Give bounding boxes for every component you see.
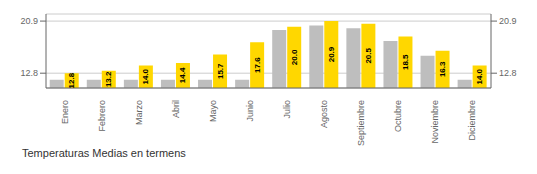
svg-text:16.3: 16.3	[438, 61, 447, 77]
svg-text:Septiembre: Septiembre	[356, 100, 366, 146]
svg-text:Agosto: Agosto	[319, 100, 329, 128]
svg-text:20.0: 20.0	[290, 49, 299, 65]
svg-text:Diciembre: Diciembre	[467, 100, 477, 141]
svg-text:Marzo: Marzo	[134, 100, 144, 125]
html-text:Temperaturas Medias en termens: Temperaturas Medias en termens	[22, 147, 186, 159]
svg-text:Julio: Julio	[282, 100, 292, 119]
svg-text:12.8: 12.8	[67, 72, 76, 88]
svg-text:17.6: 17.6	[253, 57, 262, 73]
svg-text:Noviembre: Noviembre	[430, 100, 440, 144]
svg-text:20.5: 20.5	[364, 47, 373, 63]
svg-text:18.5: 18.5	[401, 54, 410, 70]
svg-text:20.9: 20.9	[327, 46, 336, 62]
svg-text:Octubre: Octubre	[393, 100, 403, 132]
svg-text:Mayo: Mayo	[208, 100, 218, 122]
svg-text:Enero: Enero	[60, 100, 70, 124]
svg-text:14.0: 14.0	[475, 68, 484, 84]
svg-text:13.2: 13.2	[104, 71, 113, 87]
svg-text:12.8: 12.8	[20, 68, 38, 78]
svg-text:Junio: Junio	[245, 100, 255, 122]
svg-text:14.0: 14.0	[141, 68, 150, 84]
svg-text:15.7: 15.7	[216, 63, 225, 79]
svg-text:14.4: 14.4	[178, 67, 187, 83]
svg-text:Febrero: Febrero	[97, 100, 107, 132]
svg-text:20.9: 20.9	[20, 16, 38, 26]
svg-text:12.8: 12.8	[499, 68, 517, 78]
svg-text:20.9: 20.9	[499, 16, 517, 26]
svg-text:Abril: Abril	[171, 100, 181, 118]
